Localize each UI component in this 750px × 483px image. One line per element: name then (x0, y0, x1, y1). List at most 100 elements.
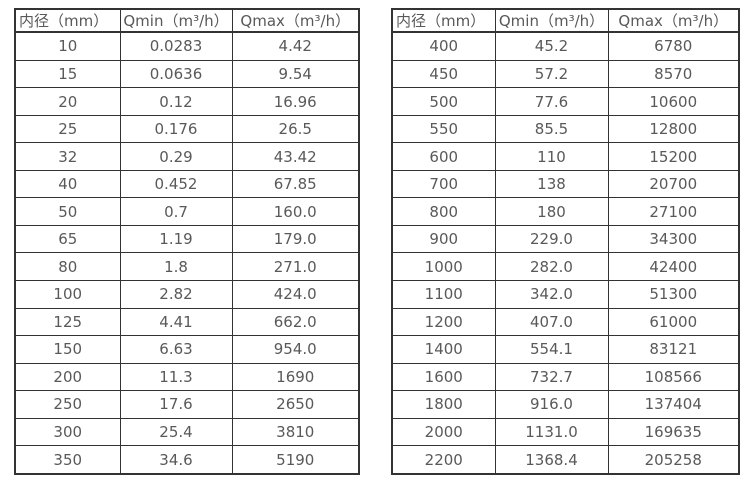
table-cell: 2000 (391, 417, 496, 447)
table-cell: 50 (14, 197, 121, 226)
table-cell: 1000 (391, 252, 496, 281)
table-cell: 0.12 (119, 87, 233, 116)
table-cell: 125 (14, 307, 121, 337)
table-cell: 57.2 (494, 59, 609, 89)
table-row: 400 45.2 6780 (391, 31, 740, 61)
table-cell: 1800 (391, 390, 496, 419)
table-row: 500 77.6 10600 (391, 87, 740, 116)
table-row: 20 0.12 16.96 (14, 87, 360, 116)
table-row: 25 0.176 26.5 (14, 114, 360, 144)
table-cell: 10 (14, 31, 121, 61)
table-cell: 77.6 (494, 87, 609, 116)
table-row: 300 25.4 3810 (14, 417, 360, 447)
column-header: 内径（mm） (391, 8, 496, 33)
table-cell: 732.7 (494, 362, 609, 392)
table-cell: 229.0 (494, 224, 609, 254)
table-cell: 20700 (607, 169, 740, 199)
table-cell: 400 (391, 31, 496, 61)
table-row: 700 138 20700 (391, 169, 740, 199)
table-cell: 0.452 (119, 169, 233, 199)
column-header: Qmax（m³/h） (607, 8, 740, 33)
table-cell: 200 (14, 362, 121, 392)
table-row: 100 2.82 424.0 (14, 280, 360, 309)
table-cell: 0.7 (119, 197, 233, 226)
table-cell: 108566 (607, 362, 740, 392)
table-cell: 342.0 (494, 280, 609, 309)
column-header: Qmin（m³/h） (119, 8, 233, 33)
table-cell: 180 (494, 197, 609, 226)
table-row: 150 6.63 954.0 (14, 335, 360, 364)
table-cell: 11.3 (119, 362, 233, 392)
table-row: 65 1.19 179.0 (14, 224, 360, 254)
table-cell: 16.96 (231, 87, 360, 116)
table-cell: 5190 (231, 445, 360, 475)
table-cell: 65 (14, 224, 121, 254)
table-cell: 0.0636 (119, 59, 233, 89)
table-row: 450 57.2 8570 (391, 59, 740, 89)
table-cell: 4.42 (231, 31, 360, 61)
table-cell: 42400 (607, 252, 740, 281)
table-cell: 25 (14, 114, 121, 144)
table-cell: 1400 (391, 335, 496, 364)
table-row: 250 17.6 2650 (14, 390, 360, 419)
table-cell: 83121 (607, 335, 740, 364)
table-cell: 350 (14, 445, 121, 475)
table-cell: 1100 (391, 280, 496, 309)
column-header: Qmin（m³/h） (494, 8, 609, 33)
table-cell: 2650 (231, 390, 360, 419)
table-cell: 137404 (607, 390, 740, 419)
flow-spec-table-small-diameters: 内径（mm） Qmin（m³/h） Qmax（m³/h） 10 0.0283 4.42 1… (14, 8, 360, 475)
table-cell: 51300 (607, 280, 740, 309)
table-cell: 1131.0 (494, 417, 609, 447)
table-cell: 67.85 (231, 169, 360, 199)
table-cell: 160.0 (231, 197, 360, 226)
table-row: 80 1.8 271.0 (14, 252, 360, 281)
table-cell: 900 (391, 224, 496, 254)
table-row: 900 229.0 34300 (391, 224, 740, 254)
table-cell: 17.6 (119, 390, 233, 419)
table-cell: 80 (14, 252, 121, 281)
table-cell: 179.0 (231, 224, 360, 254)
table-row: 125 4.41 662.0 (14, 307, 360, 337)
table-cell: 40 (14, 169, 121, 199)
table-cell: 2200 (391, 445, 496, 475)
table-cell: 34.6 (119, 445, 233, 475)
table-cell: 662.0 (231, 307, 360, 337)
table-row: 800 180 27100 (391, 197, 740, 226)
table-cell: 15200 (607, 142, 740, 171)
table-cell: 205258 (607, 445, 740, 475)
table-cell: 700 (391, 169, 496, 199)
column-header: 内径（mm） (14, 8, 121, 33)
table-cell: 9.54 (231, 59, 360, 89)
table-row: 600 110 15200 (391, 142, 740, 171)
table-cell: 1368.4 (494, 445, 609, 475)
table-cell: 916.0 (494, 390, 609, 419)
table-cell: 61000 (607, 307, 740, 337)
table-cell: 4.41 (119, 307, 233, 337)
table-cell: 43.42 (231, 142, 360, 171)
table-cell: 800 (391, 197, 496, 226)
table-cell: 500 (391, 87, 496, 116)
table-cell: 0.0283 (119, 31, 233, 61)
table-cell: 10600 (607, 87, 740, 116)
table-row: 15 0.0636 9.54 (14, 59, 360, 89)
table-cell: 138 (494, 169, 609, 199)
table-row: 1000 282.0 42400 (391, 252, 740, 281)
table-cell: 550 (391, 114, 496, 144)
table-cell: 6.63 (119, 335, 233, 364)
table-cell: 169635 (607, 417, 740, 447)
flow-spec-table-large-diameters: 内径（mm） Qmin（m³/h） Qmax（m³/h） 400 45.2 6780 45… (391, 8, 740, 475)
table-row: 350 34.6 5190 (14, 445, 360, 475)
table-cell: 1600 (391, 362, 496, 392)
table-cell: 250 (14, 390, 121, 419)
table-cell: 32 (14, 142, 121, 171)
table-cell: 3810 (231, 417, 360, 447)
table-cell: 8570 (607, 59, 740, 89)
table-row: 2000 1131.0 169635 (391, 417, 740, 447)
column-header: Qmax（m³/h） (231, 8, 360, 33)
table-cell: 85.5 (494, 114, 609, 144)
table-cell: 100 (14, 280, 121, 309)
table-row: 1800 916.0 137404 (391, 390, 740, 419)
table-row: 1200 407.0 61000 (391, 307, 740, 337)
